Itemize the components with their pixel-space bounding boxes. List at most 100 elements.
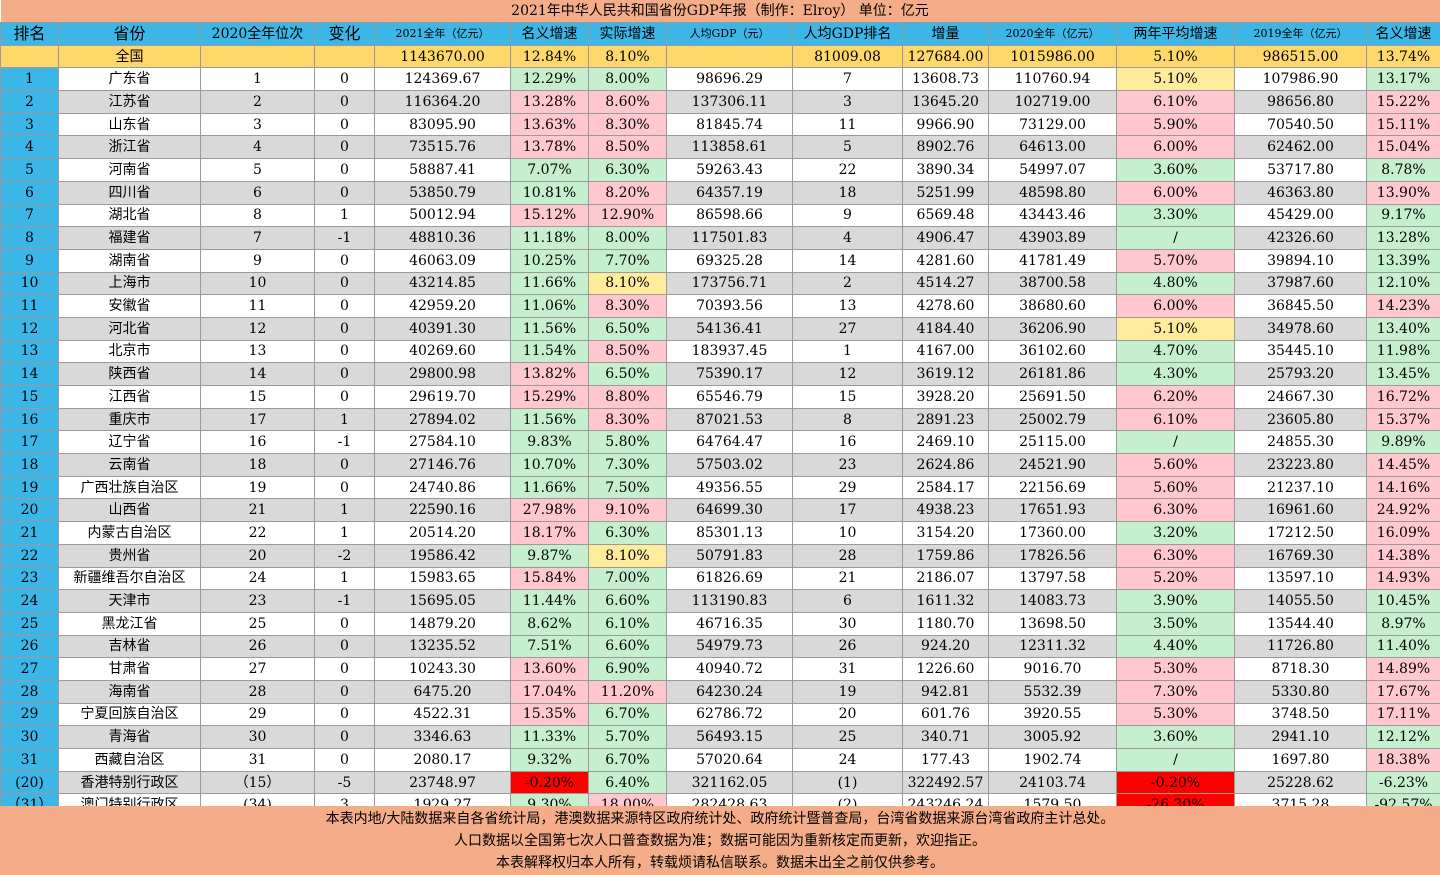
data-cell: 26181.86 <box>988 362 1117 386</box>
data-cell: 9 <box>200 248 315 273</box>
data-cell: 3005.92 <box>988 725 1117 749</box>
data-cell: 21 <box>200 498 315 523</box>
data-cell: 26 <box>200 634 315 659</box>
data-cell: 15.29% <box>510 385 589 409</box>
table-row: 11 安徽省 11 0 42959.20 11.06% 8.30% 70393.56 13 427… <box>0 294 1440 318</box>
gdp-table: 排名 省份 2020全年位次 变化 2021全年（亿元） 名义增速 实际增速 人… <box>0 0 1440 840</box>
footer-line: 本表解释权归本人所有，转载烦请私信联系。数据未出全之前仅供参考。 <box>496 855 944 871</box>
data-cell: 1 <box>792 339 903 364</box>
data-cell: 24855.30 <box>1234 430 1367 455</box>
rank-cell: 29 <box>0 702 59 727</box>
data-cell: 18 <box>792 180 903 205</box>
data-cell: 56493.15 <box>666 725 793 749</box>
data-cell: 46363.80 <box>1234 180 1367 205</box>
data-cell: 137306.11 <box>666 90 793 114</box>
data-cell: 28 <box>792 543 903 568</box>
rank-cell: 25 <box>0 611 59 636</box>
data-cell: 2080.17 <box>374 748 511 772</box>
national-cell: 全国 <box>58 44 201 69</box>
data-cell: 5.90% <box>1116 112 1235 137</box>
data-cell: 8.00% <box>588 226 667 250</box>
data-cell: 29 <box>792 475 903 500</box>
data-cell: 42326.60 <box>1234 226 1367 250</box>
data-cell: 54997.07 <box>988 158 1117 182</box>
data-cell: 0 <box>314 679 375 704</box>
data-cell: 85301.13 <box>666 521 793 545</box>
data-cell: 2 <box>792 271 903 296</box>
footer-line: 本表内地/大陆数据来自各省统计局，港澳数据来源特区政府统计处、政府统计暨普查局，… <box>325 811 1115 827</box>
data-cell: 11 <box>200 294 315 318</box>
data-cell: 54136.41 <box>666 316 793 341</box>
table-row: 2 江苏省 2 0 116364.20 13.28% 8.60% 137306.11 3 1364… <box>0 90 1440 114</box>
data-cell: 11.56% <box>510 316 589 341</box>
data-cell: 13 <box>792 294 903 318</box>
data-cell: 16769.30 <box>1234 543 1367 568</box>
data-cell: 3.90% <box>1116 589 1235 613</box>
data-cell: 34978.60 <box>1234 316 1367 341</box>
data-cell: 11.66% <box>510 475 589 500</box>
data-cell: 25228.62 <box>1234 770 1367 795</box>
data-cell: 37987.60 <box>1234 271 1367 296</box>
data-cell: 38700.58 <box>988 271 1117 296</box>
data-cell: 3890.34 <box>902 158 989 182</box>
data-cell: 25002.79 <box>988 407 1117 432</box>
table-row: 13 北京市 13 0 40269.60 11.54% 8.50% 183937.45 1 416… <box>0 339 1440 364</box>
data-cell: 4184.40 <box>902 316 989 341</box>
data-cell: 36845.50 <box>1234 294 1367 318</box>
national-cell: 5.10% <box>1116 44 1235 69</box>
data-cell: 8.30% <box>588 294 667 318</box>
table-row: 3 山东省 3 0 83095.90 13.63% 8.30% 81845.74 11 9966.… <box>0 112 1440 137</box>
data-cell: 10 <box>792 521 903 545</box>
data-cell: 15695.05 <box>374 589 511 613</box>
data-cell: 16.09% <box>1366 521 1440 545</box>
header-cell: 实际增速 <box>588 22 667 46</box>
data-cell: 86598.66 <box>666 203 793 228</box>
data-cell: 6.40% <box>588 770 667 795</box>
data-cell: 11.44% <box>510 589 589 613</box>
data-cell: 8.60% <box>588 90 667 114</box>
data-cell: 0 <box>314 385 375 409</box>
data-cell: 20514.20 <box>374 521 511 545</box>
data-cell: 16961.60 <box>1234 498 1367 523</box>
data-cell: 3.50% <box>1116 611 1235 636</box>
data-cell: 1 <box>314 521 375 545</box>
header-cell: 排名 <box>0 22 59 46</box>
data-cell: 13.63% <box>510 112 589 137</box>
data-cell: 0 <box>314 271 375 296</box>
data-cell: 9.87% <box>510 543 589 568</box>
data-cell: 14.16% <box>1366 475 1440 500</box>
rank-cell: 24 <box>0 589 59 613</box>
data-cell: 13597.10 <box>1234 566 1367 591</box>
data-cell: 4281.60 <box>902 248 989 273</box>
table-row: 4 浙江省 4 0 73515.76 13.78% 8.50% 113858.61 5 8902.… <box>0 135 1440 160</box>
data-cell: 23748.97 <box>374 770 511 795</box>
data-cell: 8.78% <box>1366 158 1440 182</box>
data-cell: 40940.72 <box>666 657 793 681</box>
province-cell: 北京市 <box>58 339 201 364</box>
data-cell: 11.54% <box>510 339 589 364</box>
data-cell: 7.70% <box>588 248 667 273</box>
data-cell: 2469.10 <box>902 430 989 455</box>
header-cell: 2020全年（亿元） <box>988 22 1117 46</box>
data-cell: 22156.69 <box>988 475 1117 500</box>
data-cell: 57020.64 <box>666 748 793 772</box>
data-cell: 9.17% <box>1366 203 1440 228</box>
table-row: 14 陕西省 14 0 29800.98 13.82% 6.50% 75390.17 12 361… <box>0 362 1440 386</box>
data-cell: 40391.30 <box>374 316 511 341</box>
rank-cell: 12 <box>0 316 59 341</box>
data-cell: 6.10% <box>1116 407 1235 432</box>
data-cell: 8.10% <box>588 543 667 568</box>
data-cell: 924.20 <box>902 634 989 659</box>
table-row: 26 吉林省 26 0 13235.52 7.51% 6.60% 54979.73 26 924.… <box>0 634 1440 659</box>
data-cell: 7.30% <box>588 453 667 477</box>
rank-cell: 8 <box>0 226 59 250</box>
table-row: 21 内蒙古自治区 22 1 20514.20 18.17% 6.30% 85301.13 10… <box>0 521 1440 545</box>
header-cell: 省份 <box>58 22 201 46</box>
rank-cell: 15 <box>0 385 59 409</box>
data-cell: 23605.80 <box>1234 407 1367 432</box>
data-cell: 29619.70 <box>374 385 511 409</box>
data-cell: 116364.20 <box>374 90 511 114</box>
data-cell: 12.12% <box>1366 725 1440 749</box>
data-cell: 102719.00 <box>988 90 1117 114</box>
data-cell: 43903.89 <box>988 226 1117 250</box>
